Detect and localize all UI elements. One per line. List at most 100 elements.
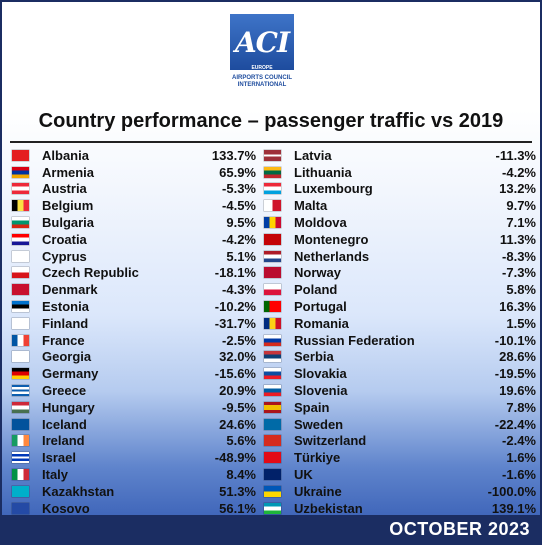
country-name: Spain — [294, 399, 330, 415]
traffic-change-value: 13.2% — [499, 181, 536, 197]
country-name: Lithuania — [294, 164, 352, 180]
portugal-flag-icon — [264, 301, 281, 313]
traffic-change-value: 7.8% — [506, 399, 536, 415]
list-item: Croatia -4.2% — [12, 231, 256, 248]
traffic-change-value: 16.3% — [499, 299, 536, 315]
page-title: Country performance – passenger traffic … — [38, 110, 504, 132]
title-divider — [10, 141, 532, 143]
country-name: Netherlands — [294, 248, 370, 264]
country-name: Portugal — [294, 299, 347, 315]
aci-logo-org-line1: AIRPORTS COUNCIL — [232, 75, 292, 81]
country-name: Cyprus — [42, 248, 87, 264]
traffic-change-value: 9.5% — [226, 215, 256, 231]
list-item: Germany -15.6% — [12, 365, 256, 382]
country-name: Sweden — [294, 416, 344, 432]
country-name: Italy — [42, 467, 69, 483]
slovenia-flag-icon — [264, 385, 281, 397]
traffic-change-value: -2.4% — [502, 433, 536, 449]
traffic-change-value: -7.3% — [502, 265, 536, 281]
turkiye-flag-icon — [264, 452, 281, 464]
list-item: Türkiye 1.6% — [264, 449, 536, 466]
country-name: France — [42, 332, 85, 348]
country-name: Czech Republic — [42, 265, 139, 281]
uk-flag-icon — [264, 469, 281, 481]
sweden-flag-icon — [264, 418, 281, 430]
country-name: Türkiye — [294, 450, 341, 466]
country-name: Romania — [294, 315, 349, 331]
list-item: Belgium -4.5% — [12, 197, 256, 214]
montenegro-flag-icon — [264, 233, 281, 245]
aci-logo-region: EUROPE — [251, 65, 273, 71]
list-item: Switzerland -2.4% — [264, 433, 536, 450]
list-item: Slovakia -19.5% — [264, 365, 536, 382]
latvia-flag-icon — [264, 149, 281, 161]
list-item: Denmark -4.3% — [12, 281, 256, 298]
country-name: Belgium — [42, 198, 94, 214]
traffic-change-value: 1.6% — [506, 450, 536, 466]
list-item: Norway -7.3% — [264, 265, 536, 282]
ireland-flag-icon — [12, 435, 29, 447]
traffic-change-value: 24.6% — [219, 416, 256, 432]
list-item: Sweden -22.4% — [264, 416, 536, 433]
list-item: Kazakhstan 51.3% — [12, 483, 256, 500]
list-item: Italy 8.4% — [12, 466, 256, 483]
italy-flag-icon — [12, 469, 29, 481]
traffic-change-value: 19.6% — [499, 383, 536, 399]
country-name: Israel — [42, 450, 76, 466]
greece-flag-icon — [12, 385, 29, 397]
list-item: Poland 5.8% — [264, 281, 536, 298]
country-name: Denmark — [42, 282, 98, 298]
germany-flag-icon — [12, 368, 29, 380]
country-name: Finland — [42, 315, 89, 331]
austria-flag-icon — [12, 183, 29, 195]
ukraine-flag-icon — [264, 485, 281, 497]
armenia-flag-icon — [12, 166, 29, 178]
footer-bar: OCTOBER 2023 — [2, 515, 540, 543]
country-name: Kosovo — [42, 500, 90, 516]
country-name: Albania — [42, 147, 89, 163]
denmark-flag-icon — [12, 284, 29, 296]
traffic-change-value: -5.3% — [222, 181, 256, 197]
country-name: Norway — [294, 265, 341, 281]
poland-flag-icon — [264, 284, 281, 296]
list-item: Ireland 5.6% — [12, 433, 256, 450]
traffic-change-value: 32.0% — [219, 349, 256, 365]
lithuania-flag-icon — [264, 166, 281, 178]
traffic-change-value: -4.3% — [222, 282, 256, 298]
traffic-change-value: -19.5% — [494, 366, 536, 382]
traffic-change-value: 20.9% — [219, 383, 256, 399]
country-name: Iceland — [42, 416, 87, 432]
list-item: Greece 20.9% — [12, 382, 256, 399]
list-item: Cyprus 5.1% — [12, 248, 256, 265]
list-item: Netherlands -8.3% — [264, 248, 536, 265]
traffic-change-value: 5.6% — [226, 433, 256, 449]
hungary-flag-icon — [12, 401, 29, 413]
moldova-flag-icon — [264, 217, 281, 229]
list-item: Luxembourg 13.2% — [264, 181, 536, 198]
traffic-change-value: -15.6% — [214, 366, 256, 382]
traffic-change-value: -18.1% — [214, 265, 256, 281]
switzerland-flag-icon — [264, 435, 281, 447]
country-name: Austria — [42, 181, 87, 197]
list-item: Malta 9.7% — [264, 197, 536, 214]
country-name: Moldova — [294, 215, 347, 231]
iceland-flag-icon — [12, 418, 29, 430]
traffic-change-value: -8.3% — [502, 248, 536, 264]
country-name: Germany — [42, 366, 99, 382]
traffic-change-value: 1.5% — [506, 315, 536, 331]
traffic-change-value: 56.1% — [219, 500, 256, 516]
country-name: Russian Federation — [294, 332, 415, 348]
traffic-change-value: 9.7% — [506, 198, 536, 214]
report-date: OCTOBER 2023 — [389, 519, 530, 539]
list-item: Albania 133.7% — [12, 147, 256, 164]
country-name: Switzerland — [294, 433, 367, 449]
traffic-change-value: -10.2% — [214, 299, 256, 315]
traffic-change-value: -1.6% — [502, 467, 536, 483]
list-item: Estonia -10.2% — [12, 298, 256, 315]
list-item: Bulgaria 9.5% — [12, 214, 256, 231]
country-name: Kazakhstan — [42, 483, 115, 499]
list-item: Portugal 16.3% — [264, 298, 536, 315]
list-item: France -2.5% — [12, 332, 256, 349]
traffic-change-value: -11.3% — [495, 147, 536, 163]
georgia-flag-icon — [12, 351, 29, 363]
